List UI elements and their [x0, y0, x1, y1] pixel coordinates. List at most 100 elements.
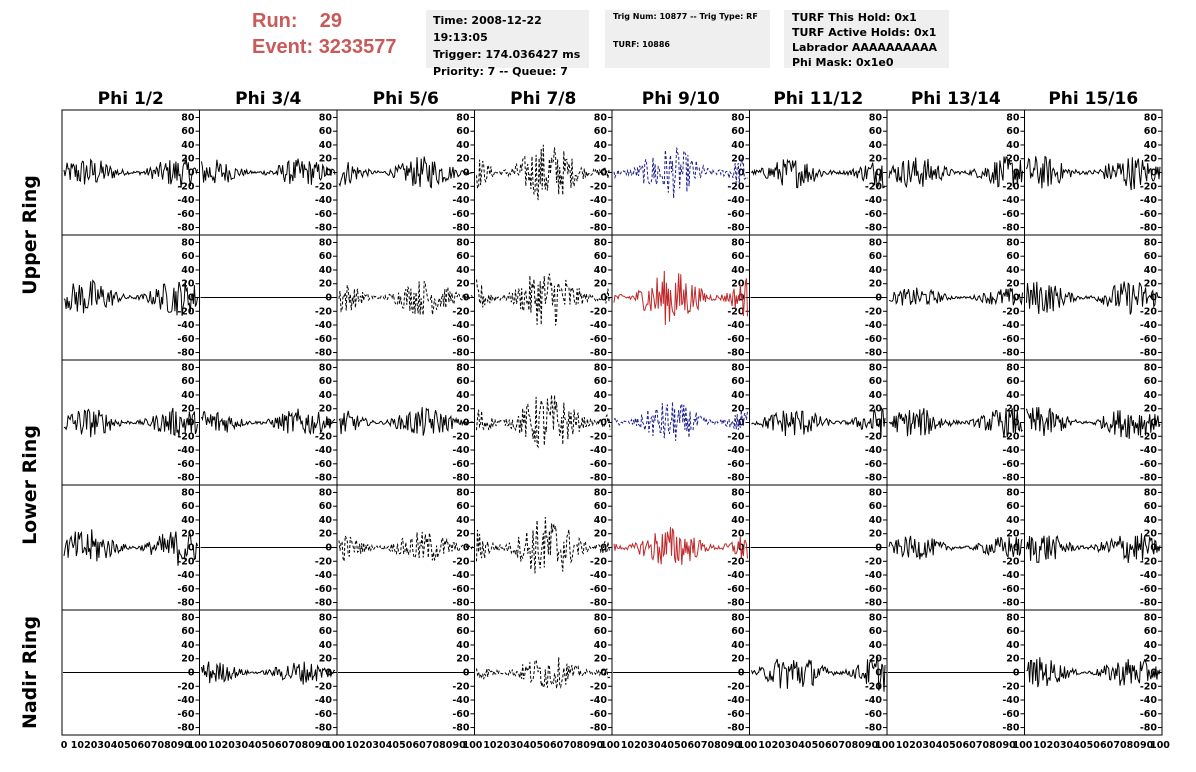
y-tick-label: -60 — [590, 459, 608, 470]
y-tick-label: 80 — [1006, 237, 1020, 248]
y-tick-label: 0 — [600, 293, 607, 304]
y-tick-label: 20 — [1144, 529, 1158, 540]
y-tick-label: 60 — [319, 501, 333, 512]
y-tick-label: -20 — [727, 681, 745, 692]
y-tick-label: -60 — [590, 709, 608, 720]
y-tick-label: -20 — [590, 181, 608, 192]
x-tick-label: 100 — [600, 740, 620, 751]
y-tick-label: -80 — [1002, 598, 1020, 609]
phi-header: Phi 3/4 — [235, 89, 301, 109]
y-tick-label: 40 — [181, 390, 195, 401]
y-tick-label: -40 — [1002, 445, 1020, 456]
y-tick-label: 60 — [456, 501, 470, 512]
waveform-trace — [476, 394, 611, 449]
y-tick-label: 80 — [1144, 237, 1158, 248]
x-tick-label: 0 — [61, 740, 68, 751]
y-tick-label: 40 — [1006, 515, 1020, 526]
y-tick-label: -20 — [452, 181, 470, 192]
time-info-box: Time: 2008-12-22 19:13:05 Trigger: 174.0… — [426, 10, 589, 78]
y-tick-label: 20 — [319, 404, 333, 415]
y-tick-label: -60 — [177, 334, 195, 345]
y-tick-label: 20 — [181, 529, 195, 540]
y-tick-label: 60 — [594, 501, 608, 512]
y-tick-label: 20 — [1006, 529, 1020, 540]
y-tick-label: 0 — [188, 543, 195, 554]
x-tick-label: 50 — [262, 740, 276, 751]
x-tick-label: 50 — [399, 740, 413, 751]
y-tick-label: 20 — [594, 654, 608, 665]
y-tick-label: 20 — [1144, 404, 1158, 415]
y-tick-label: 80 — [594, 362, 608, 373]
y-tick-label: -60 — [590, 584, 608, 595]
y-tick-label: -60 — [865, 709, 883, 720]
y-tick-label: 80 — [319, 612, 333, 623]
y-tick-label: 20 — [1144, 154, 1158, 165]
x-tick-label: 100 — [188, 740, 208, 751]
y-tick-label: 60 — [1006, 126, 1020, 137]
y-tick-label: -40 — [590, 570, 608, 581]
y-tick-label: 0 — [1013, 543, 1020, 554]
run-value: 29 — [319, 10, 343, 32]
y-tick-label: 80 — [181, 362, 195, 373]
waveform-trace — [63, 407, 198, 438]
y-tick-label: 80 — [869, 487, 883, 498]
waveform-trace — [201, 408, 336, 436]
x-tick-label: 60 — [137, 740, 151, 751]
y-tick-label: -40 — [727, 695, 745, 706]
y-tick-label: -40 — [315, 320, 333, 331]
x-tick-label: 80 — [302, 740, 316, 751]
y-tick-label: 80 — [869, 612, 883, 623]
y-tick-label: -80 — [452, 723, 470, 734]
y-tick-label: -60 — [865, 334, 883, 345]
y-tick-label: -80 — [865, 223, 883, 234]
turf-active-holds-text: TURF Active Holds: 0x1 — [792, 26, 937, 39]
y-tick-label: -40 — [1002, 320, 1020, 331]
x-tick-label: 60 — [275, 740, 289, 751]
y-tick-label: -20 — [1002, 306, 1020, 317]
y-tick-label: 20 — [456, 154, 470, 165]
waveform-trace — [613, 270, 748, 326]
y-tick-label: -20 — [1140, 431, 1158, 442]
y-tick-label: -80 — [865, 598, 883, 609]
y-tick-label: -60 — [865, 209, 883, 220]
x-tick-label: 50 — [124, 740, 138, 751]
y-tick-label: 80 — [181, 487, 195, 498]
y-tick-label: -60 — [865, 584, 883, 595]
y-tick-label: -80 — [590, 723, 608, 734]
waveform-trace — [1026, 281, 1161, 315]
y-tick-label: 40 — [1144, 140, 1158, 151]
y-tick-label: 20 — [319, 279, 333, 290]
y-tick-label: -20 — [727, 556, 745, 567]
x-tick-label: 30 — [235, 740, 249, 751]
y-tick-label: 20 — [731, 279, 745, 290]
y-tick-label: 60 — [181, 501, 195, 512]
y-tick-label: -60 — [590, 334, 608, 345]
y-tick-label: 60 — [1144, 251, 1158, 262]
waveform-trace — [888, 535, 1023, 560]
y-tick-label: 20 — [456, 654, 470, 665]
y-tick-label: 20 — [456, 404, 470, 415]
y-tick-label: 60 — [1006, 626, 1020, 637]
y-tick-label: -60 — [727, 209, 745, 220]
y-tick-label: -60 — [590, 209, 608, 220]
y-tick-label: 60 — [1144, 626, 1158, 637]
waveform-trace — [63, 157, 198, 188]
turf-text: TURF: 10886 — [613, 40, 670, 49]
x-tick-label: 90 — [315, 740, 329, 751]
y-tick-label: -40 — [727, 445, 745, 456]
x-tick-label: 60 — [825, 740, 839, 751]
y-tick-label: 40 — [731, 640, 745, 651]
x-tick-label: 20 — [84, 740, 98, 751]
waveform-trace — [751, 158, 886, 189]
y-tick-label: 80 — [456, 487, 470, 498]
event-label: Event: — [252, 36, 314, 58]
y-tick-label: -20 — [315, 681, 333, 692]
y-tick-label: 60 — [181, 251, 195, 262]
y-tick-label: 20 — [731, 654, 745, 665]
